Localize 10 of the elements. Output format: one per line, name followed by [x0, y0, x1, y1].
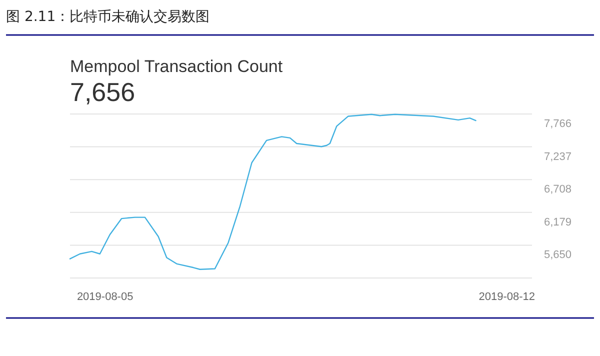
chart-title: Mempool Transaction Count	[70, 57, 283, 76]
y-tick-label: 5,650	[544, 249, 572, 262]
y-tick-label: 6,179	[544, 216, 572, 228]
x-tick-label: 2019-08-12	[478, 291, 536, 303]
y-tick-label: 6,708	[544, 184, 572, 196]
caption: 图 2.11：比特币未确认交易数图	[6, 9, 210, 25]
y-tick-label: 7,237	[544, 150, 572, 163]
x-tick-label: 2019-08-05	[76, 291, 134, 303]
chart-subtitle: 7,656	[70, 77, 136, 107]
y-tick-label: 7,766	[544, 118, 572, 130]
